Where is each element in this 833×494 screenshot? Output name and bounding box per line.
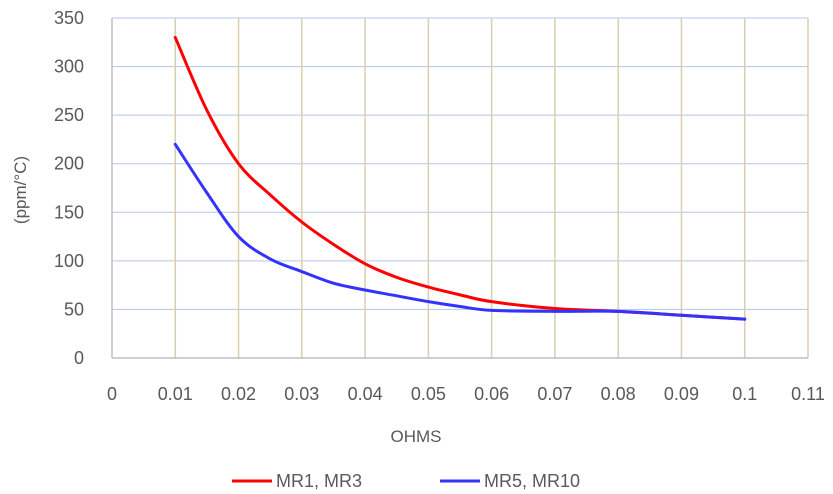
y-tick-label: 100 xyxy=(54,251,84,271)
legend-label-mr5-mr10: MR5, MR10 xyxy=(484,471,580,491)
x-tick-label: 0 xyxy=(107,384,117,404)
y-tick-label: 250 xyxy=(54,105,84,125)
x-tick-label: 0.06 xyxy=(474,384,509,404)
x-tick-label: 0.01 xyxy=(158,384,193,404)
grid xyxy=(111,17,809,359)
x-tick-label: 0.09 xyxy=(664,384,699,404)
y-tick-label: 50 xyxy=(64,299,84,319)
x-tick-label: 0.04 xyxy=(348,384,383,404)
x-tick-label: 0.05 xyxy=(411,384,446,404)
x-tick-label: 0.1 xyxy=(732,384,757,404)
y-tick-label: 200 xyxy=(54,154,84,174)
series-line-mr5-mr10 xyxy=(173,142,747,321)
y-tick-label: 300 xyxy=(54,57,84,77)
x-axis-title: OHMS xyxy=(391,427,442,446)
x-tick-label: 0.03 xyxy=(284,384,319,404)
legend: MR1, MR3 MR5, MR10 xyxy=(232,471,580,491)
series-lines xyxy=(173,35,747,321)
y-tick-label: 350 xyxy=(54,8,84,28)
y-axis-ticks: 0 50 100 150 200 250 300 350 xyxy=(54,8,84,368)
y-axis-title: (ppm/°C) xyxy=(11,156,30,224)
x-tick-label: 0.07 xyxy=(537,384,572,404)
series-line-mr1-mr3 xyxy=(173,35,747,321)
y-tick-label: 0 xyxy=(74,348,84,368)
x-axis-ticks: 0 0.01 0.02 0.03 0.04 0.05 0.06 0.07 0.08 0.09 0.1… xyxy=(107,384,825,404)
x-tick-label: 0.11 xyxy=(791,384,825,404)
x-tick-label: 0.02 xyxy=(221,384,256,404)
y-tick-label: 150 xyxy=(54,202,84,222)
legend-label-mr1-mr3: MR1, MR3 xyxy=(276,471,362,491)
x-tick-label: 0.08 xyxy=(601,384,636,404)
